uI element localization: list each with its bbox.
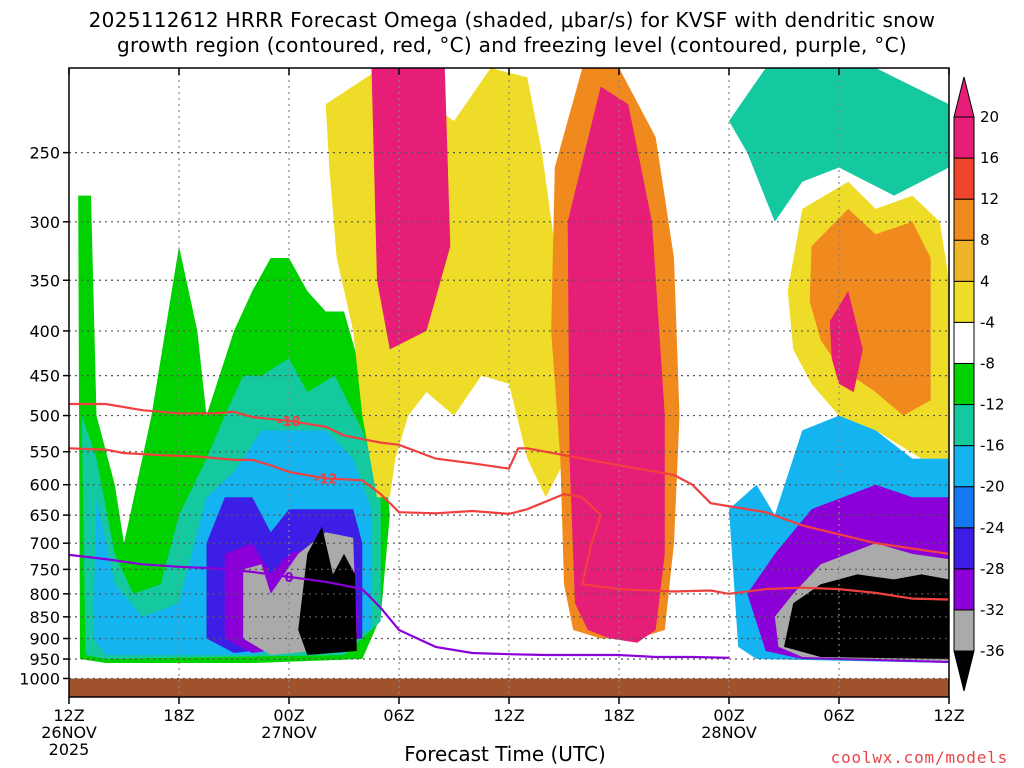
y-tick-label: 600 <box>29 476 60 495</box>
colorbar-segment <box>953 280 975 323</box>
x-tick-label: 12Z <box>493 706 524 725</box>
x-tick-label: 06Z <box>383 706 414 725</box>
y-tick-label: 850 <box>29 608 60 627</box>
colorbar-label: -12 <box>980 396 1005 414</box>
colorbar-segment <box>953 239 975 282</box>
y-tick-label: 250 <box>29 144 60 163</box>
colorbar-min-arrow <box>953 650 975 692</box>
contour-label: -18 <box>277 415 301 430</box>
x-tick-label: 00Z <box>713 706 744 725</box>
x-tick-label: 27NOV <box>261 723 317 742</box>
y-tick-label: 350 <box>29 271 60 290</box>
y-axis: 250 300 350 400 450 500 550 600 650 700 750 800 850 9… <box>19 144 69 688</box>
colorbar-max-arrow <box>953 76 975 118</box>
contour-label: -12 <box>314 472 338 487</box>
colorbar-label: -8 <box>980 354 995 372</box>
colorbar-label: 16 <box>980 149 999 167</box>
x-tick-label: 18Z <box>163 706 194 725</box>
colorbar-label: -24 <box>980 519 1005 537</box>
colorbar-label: -16 <box>980 437 1005 455</box>
x-tick-label: 18Z <box>603 706 634 725</box>
contour-12-c <box>69 447 949 601</box>
colorbar-segment <box>953 198 975 241</box>
colorbar-label: -28 <box>980 560 1005 578</box>
colorbar-label: -36 <box>980 642 1005 660</box>
y-tick-label: 900 <box>29 630 60 649</box>
region-pink-right <box>829 291 863 393</box>
contour-18-c <box>69 402 949 555</box>
region-pink-middle <box>567 86 665 643</box>
colorbar-segment <box>953 568 975 611</box>
x-tick-label: 2025 <box>49 740 90 759</box>
x-tick-label: 26NOV <box>41 723 97 742</box>
credit-link[interactable]: coolwx.com/models <box>830 748 1008 767</box>
temperature-contours: -18 -12 0 <box>69 402 949 659</box>
colorbar-segment <box>953 445 975 488</box>
colorbar-label: -20 <box>980 478 1005 496</box>
colorbar-segment <box>953 157 975 200</box>
x-tick-label: 00Z <box>273 706 304 725</box>
x-axis-label: Forecast Time (UTC) <box>404 742 606 766</box>
y-tick-label: 550 <box>29 443 60 462</box>
colorbar-label: 12 <box>980 190 999 208</box>
x-tick-label: 28NOV <box>701 723 757 742</box>
y-tick-label: 1000 <box>19 669 60 688</box>
chart-title-line2: growth region (contoured, red, °C) and f… <box>117 33 907 57</box>
colorbar-segment <box>953 609 975 652</box>
colorbar-label: 8 <box>980 231 990 249</box>
colorbar-label: -32 <box>980 601 1005 619</box>
colorbar-segment <box>953 362 975 406</box>
y-tick-label: 650 <box>29 506 60 525</box>
colorbar-segment <box>953 321 975 364</box>
y-tick-label: 750 <box>29 560 60 579</box>
x-tick-label: 12Z <box>53 706 84 725</box>
colorbar-label: 4 <box>980 272 990 290</box>
colorbar-label: 20 <box>980 108 999 126</box>
chart-title-line1: 2025112612 HRRR Forecast Omega (shaded, … <box>88 8 936 32</box>
contour-0-c <box>69 553 730 659</box>
y-tick-label: 950 <box>29 650 60 669</box>
colorbar-label: -4 <box>980 313 995 331</box>
y-tick-label: 450 <box>29 367 60 386</box>
colorbar-segment <box>953 527 975 570</box>
x-tick-label: 12Z <box>933 706 964 725</box>
contour-label: 0 <box>284 571 293 586</box>
y-tick-label: 700 <box>29 534 60 553</box>
grid-lines <box>69 68 949 697</box>
region-teal-right <box>729 68 949 222</box>
colorbar-segment <box>953 486 975 529</box>
colorbar-segment <box>953 404 975 447</box>
y-tick-label: 300 <box>29 213 60 232</box>
region-black-lowright <box>784 574 949 659</box>
x-tick-label: 06Z <box>823 706 854 725</box>
colorbar: -36 -32 -28 -24 -20 -16 -12 -8 -4 4 8 12 16 20 <box>953 76 1005 692</box>
region-pink-top <box>371 68 451 350</box>
y-tick-label: 500 <box>29 407 60 426</box>
y-tick-label: 800 <box>29 585 60 604</box>
region-black-left <box>298 526 357 655</box>
colorbar-segment <box>953 116 975 159</box>
y-tick-label: 400 <box>29 322 60 341</box>
